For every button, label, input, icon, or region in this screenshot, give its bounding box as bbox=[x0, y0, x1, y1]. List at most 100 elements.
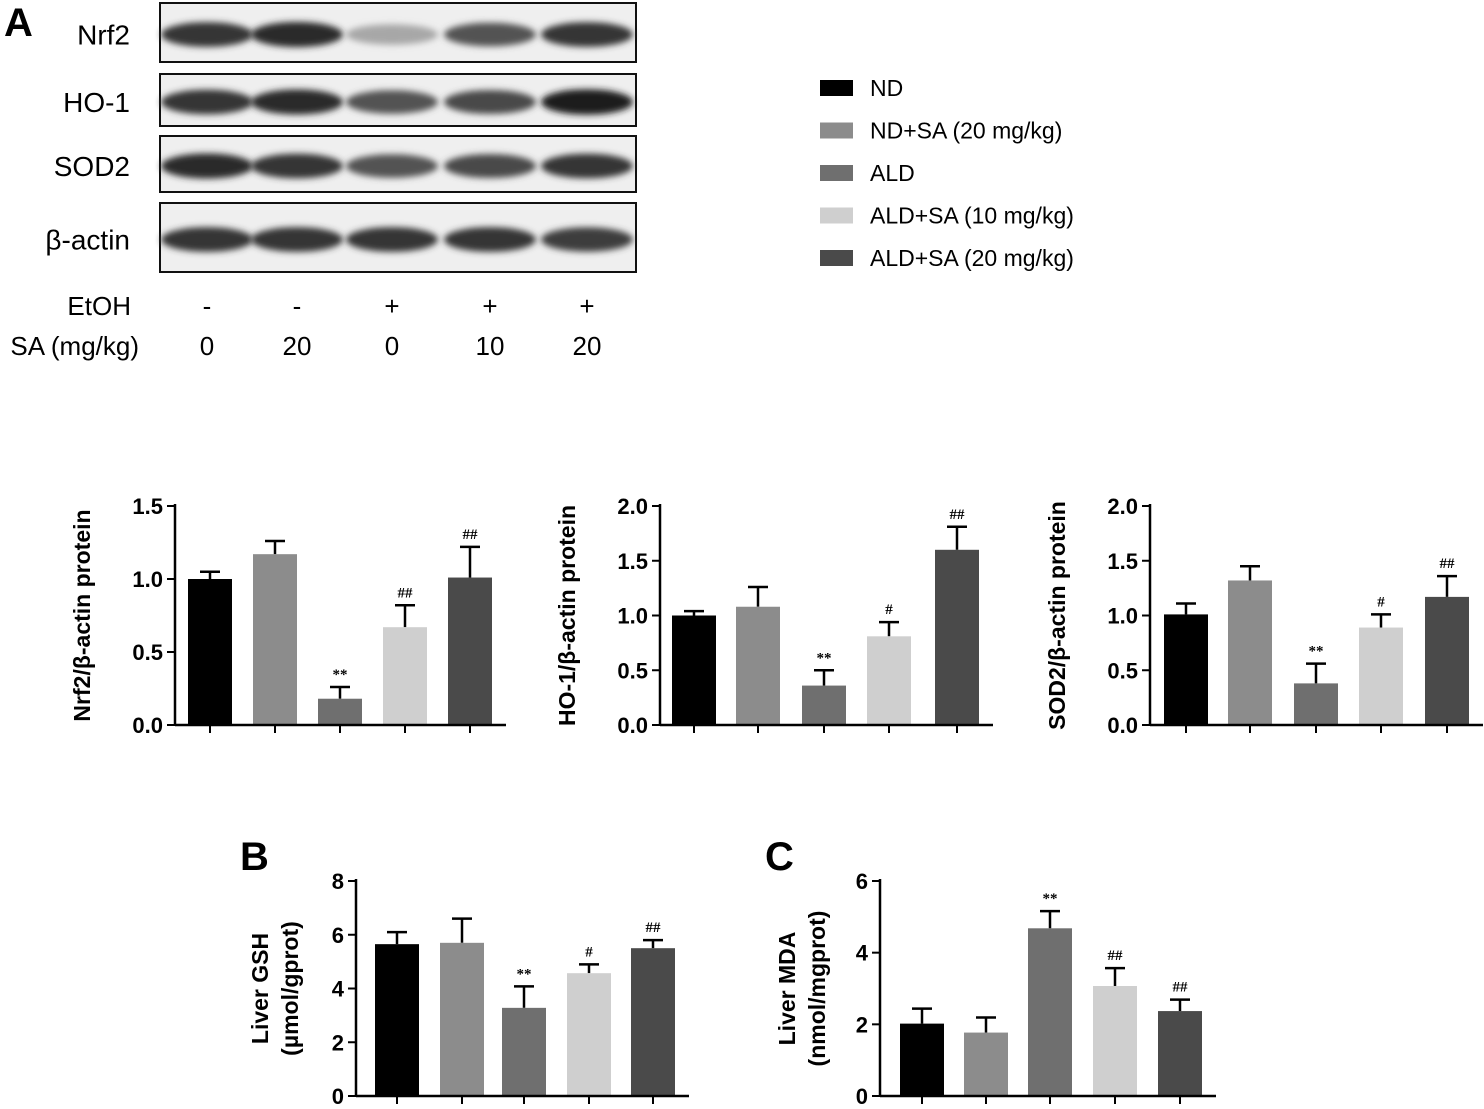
significance-label: ## bbox=[1173, 980, 1189, 996]
legend-swatch bbox=[820, 122, 853, 139]
blot-row: HO-1 bbox=[63, 73, 637, 127]
blot-band bbox=[251, 227, 343, 252]
y-tick-label: 1.5 bbox=[132, 494, 163, 519]
condition-value: + bbox=[482, 291, 497, 321]
legend-swatch bbox=[820, 250, 853, 266]
bar bbox=[567, 973, 611, 1096]
condition-value: 20 bbox=[573, 331, 602, 361]
y-axis-label: Liver MDA bbox=[774, 932, 800, 1046]
significance-label: ** bbox=[817, 650, 832, 666]
blot-band bbox=[541, 22, 633, 47]
y-axis-label: HO-1/β-actin protein bbox=[554, 505, 580, 726]
condition-value: + bbox=[579, 291, 594, 321]
legend-item: ND bbox=[820, 75, 903, 101]
blot-band bbox=[346, 90, 438, 114]
significance-label: ## bbox=[463, 527, 479, 543]
blot-band bbox=[251, 89, 343, 115]
blot-band bbox=[251, 153, 343, 179]
legend-swatch bbox=[820, 165, 853, 181]
blot-band bbox=[444, 22, 536, 47]
blot-band bbox=[541, 153, 633, 179]
condition-row: SA (mg/kg) 0 20 0 10 20 bbox=[10, 331, 601, 361]
blot-band bbox=[161, 227, 253, 252]
y-tick-label: 4 bbox=[332, 977, 345, 1002]
y-axis-unit-label: (nmol/mgprot) bbox=[804, 911, 830, 1067]
bar bbox=[1359, 627, 1403, 725]
blot-band bbox=[541, 227, 633, 252]
blot-band bbox=[346, 154, 438, 178]
bar bbox=[672, 615, 716, 725]
y-tick-label: 0.5 bbox=[132, 640, 163, 665]
bar-chart: ** ## ## 0.0 0.5 1.0 1.5 Nrf2/β-actin protein bbox=[69, 494, 506, 738]
y-tick-label: 2 bbox=[332, 1030, 344, 1055]
significance-label: ** bbox=[1309, 644, 1324, 660]
y-tick-label: 0.0 bbox=[132, 713, 163, 738]
bar bbox=[253, 554, 297, 725]
bar bbox=[318, 698, 362, 725]
blot-row: β-actin bbox=[45, 202, 637, 273]
significance-label: ** bbox=[517, 966, 532, 982]
blot-band bbox=[541, 89, 633, 115]
y-tick-label: 0.0 bbox=[617, 713, 648, 738]
y-axis-label: Liver GSH bbox=[247, 933, 273, 1044]
panel-label-b: B bbox=[240, 835, 269, 879]
y-axis-label: Nrf2/β-actin protein bbox=[69, 509, 95, 721]
bar bbox=[1093, 985, 1137, 1096]
blot-row-label: Nrf2 bbox=[77, 20, 130, 51]
significance-label: ## bbox=[950, 507, 966, 523]
bar bbox=[440, 942, 484, 1096]
legend-item: ALD bbox=[820, 160, 915, 186]
bar bbox=[1228, 580, 1272, 725]
significance-label: # bbox=[585, 944, 593, 960]
y-tick-label: 0 bbox=[332, 1084, 344, 1109]
y-axis-unit-label: (µmol/gprot) bbox=[277, 921, 303, 1056]
significance-label: # bbox=[885, 602, 893, 618]
bar-chart: ** ## ## 0 2 4 6 Liver MDA (nmol/mgprot) bbox=[774, 869, 1216, 1109]
significance-label: ** bbox=[333, 667, 348, 683]
legend-label: ALD bbox=[870, 160, 915, 186]
bar bbox=[1294, 683, 1338, 725]
blot-band bbox=[346, 24, 438, 45]
y-tick-label: 6 bbox=[332, 923, 344, 948]
panel-label-c: C bbox=[765, 835, 794, 879]
bar bbox=[867, 636, 911, 725]
y-tick-label: 2.0 bbox=[1107, 494, 1138, 519]
blot-band bbox=[161, 22, 253, 47]
condition-row: EtOH - - + + + bbox=[67, 291, 594, 321]
blot-row-label: β-actin bbox=[45, 225, 130, 256]
bar bbox=[502, 1007, 546, 1096]
bar bbox=[900, 1023, 944, 1096]
blot-band bbox=[444, 227, 536, 252]
bar bbox=[375, 944, 419, 1096]
bar bbox=[802, 685, 846, 725]
panel-label-a: A bbox=[4, 1, 33, 45]
significance-label: ## bbox=[1440, 556, 1456, 572]
legend-label: ND+SA (20 mg/kg) bbox=[870, 118, 1062, 144]
blot-band bbox=[251, 21, 343, 48]
legend-swatch bbox=[820, 207, 853, 224]
bar bbox=[383, 627, 427, 725]
condition-value: - bbox=[293, 291, 302, 321]
significance-label: ## bbox=[398, 585, 414, 601]
condition-value: - bbox=[203, 291, 212, 321]
y-axis-label: SOD2/β-actin protein bbox=[1044, 501, 1070, 730]
blot-row-label: SOD2 bbox=[54, 151, 130, 182]
legend: ND ND+SA (20 mg/kg) ALD ALD+SA (10 mg/kg) AL… bbox=[820, 75, 1074, 271]
blot-band bbox=[346, 227, 438, 252]
bar bbox=[1164, 614, 1208, 725]
bar bbox=[1158, 1011, 1202, 1096]
y-tick-label: 2 bbox=[856, 1012, 868, 1037]
significance-label: # bbox=[1377, 594, 1385, 610]
y-tick-label: 0 bbox=[856, 1084, 868, 1109]
blot-band bbox=[161, 89, 253, 115]
y-tick-label: 2.0 bbox=[617, 494, 648, 519]
y-tick-label: 1.0 bbox=[132, 567, 163, 592]
y-tick-label: 0.5 bbox=[1107, 658, 1138, 683]
y-tick-label: 0.0 bbox=[1107, 713, 1138, 738]
y-tick-label: 1.5 bbox=[1107, 549, 1138, 574]
y-tick-label: 4 bbox=[856, 941, 869, 966]
blot-band bbox=[161, 153, 253, 179]
